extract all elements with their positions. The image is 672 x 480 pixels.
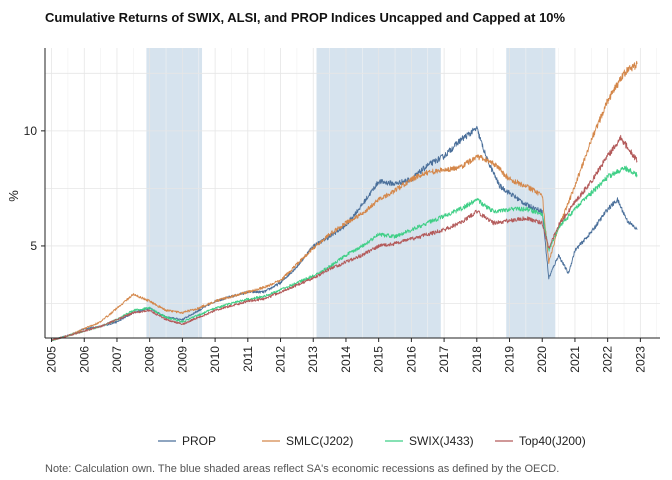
legend-item: SWIX(J433) [385, 434, 474, 448]
x-tick-label: 2020 [535, 346, 549, 373]
x-tick-label: 2006 [77, 346, 91, 373]
legend-item: Top40(J200) [495, 434, 586, 448]
x-tick-label: 2008 [143, 346, 157, 373]
legend-label: SWIX(J433) [409, 434, 474, 448]
axes [44, 48, 660, 339]
x-tick-label: 2015 [372, 346, 386, 373]
legend-item: PROP [158, 434, 216, 448]
series-line-top40-j200- [51, 134, 638, 342]
y-axis-ticks: 5 10 [24, 124, 45, 253]
legend-item: SMLC(J202) [262, 434, 353, 448]
x-tick-label: 2014 [339, 346, 353, 373]
legend-label: PROP [182, 434, 216, 448]
recession-band-1 [146, 48, 203, 338]
x-tick-label: 2009 [175, 346, 189, 373]
x-tick-label: 2011 [241, 346, 255, 372]
x-tick-label: 2005 [45, 346, 59, 373]
x-tick-label: 2007 [110, 346, 124, 373]
y-axis-title: % [6, 190, 21, 202]
x-tick-label: 2013 [306, 346, 320, 373]
series-line-smlc-j202- [51, 60, 638, 342]
x-tick-label: 2018 [470, 346, 484, 373]
series-lines [51, 60, 638, 342]
chart-note: Note: Calculation own. The blue shaded a… [45, 463, 559, 475]
x-tick-label: 2019 [503, 346, 517, 373]
chart-title: Cumulative Returns of SWIX, ALSI, and PR… [45, 10, 566, 25]
recession-shading [146, 48, 556, 338]
x-tick-label: 2012 [274, 346, 288, 373]
recession-band-3 [506, 48, 556, 338]
legend-label: Top40(J200) [519, 434, 586, 448]
series-line-swix-j433- [51, 165, 638, 342]
y-tick-label: 5 [30, 239, 37, 253]
x-axis-ticks: 2005 2006 2007 2008 2009 2010 2011 2012 2013 2014… [45, 338, 647, 373]
grid-lines [45, 48, 660, 338]
x-tick-label: 2016 [404, 346, 418, 373]
y-tick-label: 10 [24, 124, 38, 138]
legend: PROP SMLC(J202) SWIX(J433) Top40(J200) [158, 434, 586, 448]
legend-label: SMLC(J202) [286, 434, 353, 448]
x-tick-label: 2010 [208, 346, 222, 373]
x-tick-label: 2022 [601, 346, 615, 373]
x-tick-label: 2023 [633, 346, 647, 373]
x-tick-label: 2017 [437, 346, 451, 373]
x-tick-label: 2021 [568, 346, 582, 373]
